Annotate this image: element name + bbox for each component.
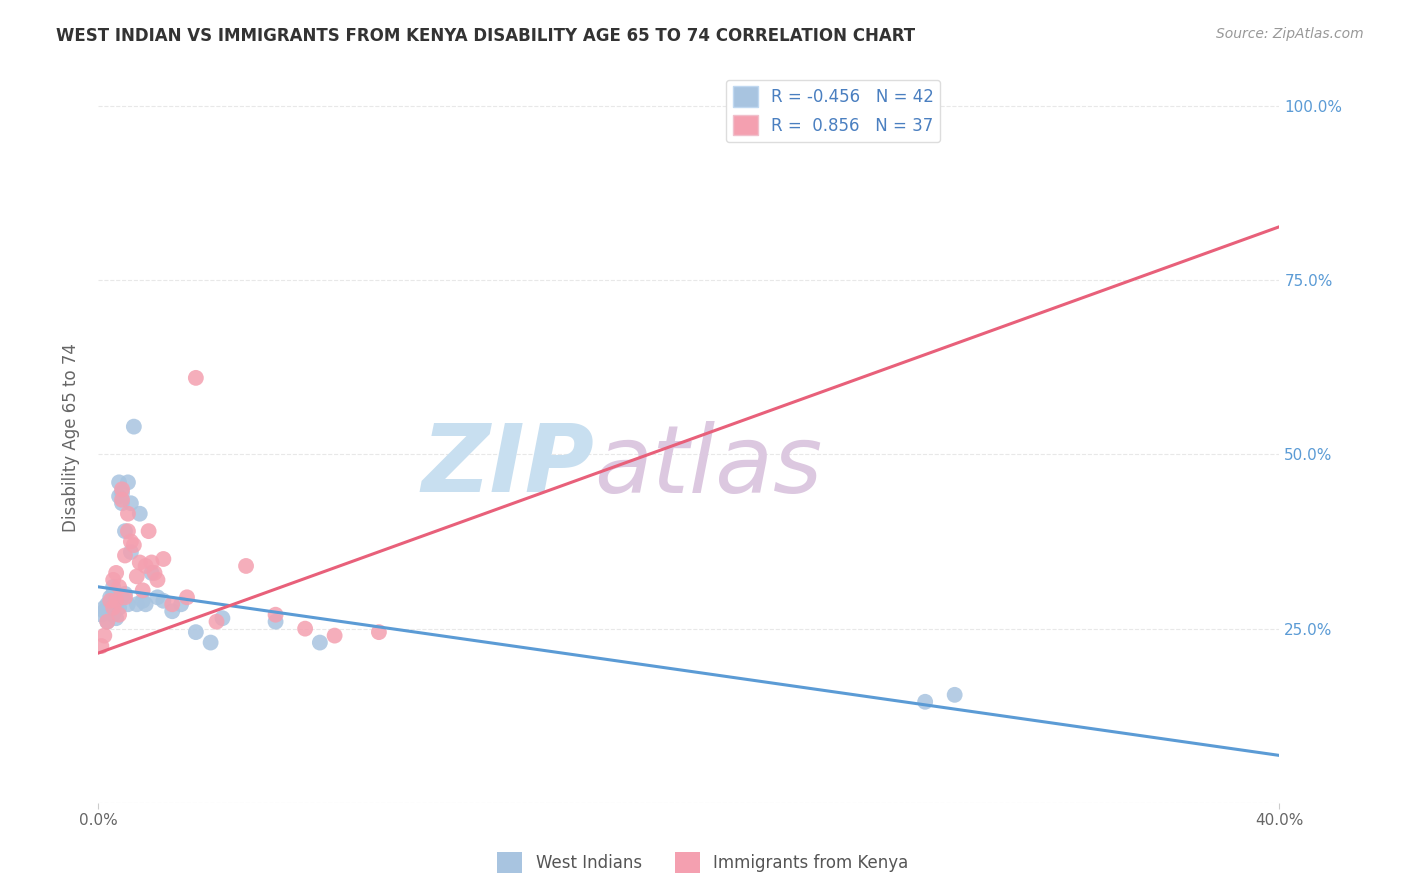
Point — [117, 597, 139, 611]
Point — [105, 566, 128, 580]
Point — [117, 507, 139, 521]
Point — [114, 591, 136, 605]
Point — [128, 556, 150, 570]
Point — [111, 483, 134, 497]
Point — [141, 566, 163, 580]
Point — [114, 524, 136, 538]
Legend: R = -0.456   N = 42, R =  0.856   N = 37: R = -0.456 N = 42, R = 0.856 N = 37 — [725, 79, 941, 142]
Point — [103, 573, 125, 587]
Point — [184, 371, 207, 385]
Point — [152, 552, 174, 566]
Point — [211, 611, 233, 625]
Point — [108, 580, 131, 594]
Point — [309, 635, 332, 649]
Point — [125, 569, 148, 583]
Point — [98, 591, 121, 605]
Point — [294, 622, 316, 636]
Point — [103, 580, 125, 594]
Point — [122, 419, 145, 434]
Point — [264, 607, 287, 622]
Point — [120, 534, 142, 549]
Point — [143, 566, 166, 580]
Point — [114, 549, 136, 563]
Point — [108, 607, 131, 622]
Point — [105, 594, 128, 608]
Point — [96, 597, 118, 611]
Point — [103, 607, 125, 622]
Point — [135, 597, 157, 611]
Point — [98, 594, 121, 608]
Point — [111, 492, 134, 507]
Point — [264, 615, 287, 629]
Point — [108, 600, 131, 615]
Point — [98, 604, 121, 618]
Point — [103, 587, 125, 601]
Point — [914, 695, 936, 709]
Point — [323, 629, 346, 643]
Point — [108, 475, 131, 490]
Point — [117, 524, 139, 538]
Point — [235, 558, 257, 573]
Point — [132, 583, 155, 598]
Point — [117, 475, 139, 490]
Y-axis label: Disability Age 65 to 74: Disability Age 65 to 74 — [62, 343, 80, 532]
Text: Source: ZipAtlas.com: Source: ZipAtlas.com — [1216, 27, 1364, 41]
Point — [90, 639, 112, 653]
Point — [205, 615, 228, 629]
Point — [162, 604, 183, 618]
Point — [111, 485, 134, 500]
Point — [184, 625, 207, 640]
Point — [105, 591, 128, 605]
Point — [96, 615, 118, 629]
Point — [132, 594, 155, 608]
Point — [105, 611, 128, 625]
Point — [90, 607, 112, 622]
Point — [105, 597, 128, 611]
Point — [125, 597, 148, 611]
Point — [120, 545, 142, 559]
Point — [170, 597, 193, 611]
Point — [152, 594, 174, 608]
Point — [93, 604, 115, 618]
Point — [103, 600, 125, 615]
Point — [146, 591, 169, 605]
Point — [111, 591, 134, 605]
Legend: West Indians, Immigrants from Kenya: West Indians, Immigrants from Kenya — [491, 846, 915, 880]
Text: WEST INDIAN VS IMMIGRANTS FROM KENYA DISABILITY AGE 65 TO 74 CORRELATION CHART: WEST INDIAN VS IMMIGRANTS FROM KENYA DIS… — [56, 27, 915, 45]
Text: ZIP: ZIP — [422, 420, 595, 512]
Point — [368, 625, 391, 640]
Point — [108, 489, 131, 503]
Point — [120, 496, 142, 510]
Point — [943, 688, 966, 702]
Point — [111, 496, 134, 510]
Point — [96, 615, 118, 629]
Point — [128, 507, 150, 521]
Point — [141, 556, 163, 570]
Point — [200, 635, 222, 649]
Point — [176, 591, 198, 605]
Point — [138, 524, 160, 538]
Point — [122, 538, 145, 552]
Point — [93, 629, 115, 643]
Point — [162, 597, 183, 611]
Text: atlas: atlas — [595, 421, 823, 512]
Point — [135, 558, 157, 573]
Point — [93, 600, 115, 615]
Point — [146, 573, 169, 587]
Point — [114, 587, 136, 601]
